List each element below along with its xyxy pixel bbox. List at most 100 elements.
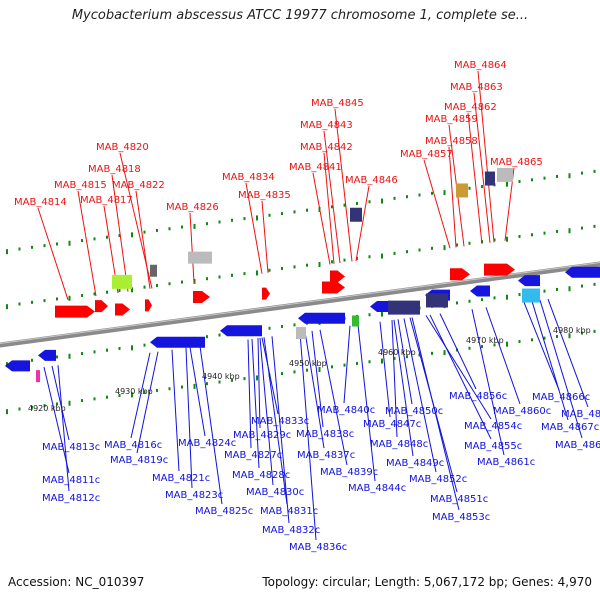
tick-forward-inner: [268, 268, 271, 272]
forward-gene-arrow: [145, 299, 152, 312]
tick-forward-inner: [368, 255, 371, 259]
tick-reverse-inner: [293, 323, 296, 327]
rna-feature: [352, 315, 359, 327]
leader-line-MAB_4839c: [319, 329, 348, 466]
tick-forward-outer: [468, 186, 471, 190]
reverse-gene-arrow: [518, 275, 540, 287]
gene-label-MAB_4828c: MAB_4828c: [232, 470, 290, 481]
leader-line-MAB_4845: [334, 108, 353, 262]
tick-forward-inner: [193, 278, 196, 284]
tick-reverse-outer: [593, 329, 596, 333]
tick-forward-outer: [156, 228, 158, 232]
leader-line-MAB_4812c: [57, 365, 70, 492]
tick-forward-inner: [556, 229, 558, 233]
leader-line-MAB_4867c: [531, 301, 569, 421]
leader-line-MAB_4819c: [136, 351, 159, 454]
forward-gene-arrow: [262, 287, 270, 300]
tick-reverse-inner: [93, 350, 96, 354]
leader-line-MAB_4856c: [439, 313, 477, 390]
tick-forward-outer: [331, 205, 333, 209]
tick-forward-inner: [68, 295, 71, 301]
leader-line-MAB_4825c: [199, 345, 223, 505]
gene-features: [5, 167, 600, 383]
tick-reverse-outer: [343, 363, 346, 367]
gene-label-MAB_4832c: MAB_4832c: [262, 525, 320, 536]
tick-reverse-outer: [68, 400, 71, 406]
forward-gene-arrow: [193, 290, 210, 303]
gene-label-MAB_4836c: MAB_4836c: [289, 542, 347, 553]
gene-label-MAB_4822: MAB_4822: [112, 180, 165, 191]
tick-reverse-inner: [56, 355, 58, 359]
tick-forward-outer: [181, 225, 183, 229]
tick-reverse-inner: [518, 293, 521, 297]
tick-reverse-outer: [193, 383, 196, 389]
tick-reverse-inner: [568, 286, 571, 292]
reverse-gene-arrow: [5, 360, 30, 372]
reverse-gene-arrow: [220, 325, 262, 337]
misc-feature: [296, 327, 306, 340]
gene-label-MAB_4817: MAB_4817: [80, 195, 133, 206]
gene-label-MAB_4848c: MAB_4848c: [370, 439, 428, 450]
gene-label-MAB_4816c: MAB_4816c: [104, 440, 162, 451]
tick-forward-outer: [118, 234, 121, 238]
tick-reverse-inner: [468, 299, 471, 303]
tick-forward-inner: [343, 258, 346, 262]
tick-forward-inner: [156, 283, 158, 287]
leader-line-MAB_4830c: [259, 337, 274, 486]
misc-feature: [485, 171, 495, 186]
leader-line-MAB_4833c: [261, 337, 279, 415]
tick-reverse-inner: [118, 347, 121, 351]
tick-forward-outer: [56, 242, 58, 246]
tick-forward-outer: [581, 171, 583, 175]
gene-label-MAB_4855c: MAB_4855c: [464, 441, 522, 452]
tick-reverse-inner: [381, 311, 383, 317]
tick-forward-inner: [181, 280, 183, 284]
tick-forward-inner: [568, 228, 571, 234]
gene-label-MAB_4850c: MAB_4850c: [385, 406, 443, 417]
leader-line-MAB_4861c: [471, 309, 505, 456]
tick-forward-outer: [43, 244, 46, 248]
gene-label-MAB_4851c: MAB_4851c: [430, 494, 488, 505]
gene-label-MAB_4814: MAB_4814: [14, 197, 67, 208]
tick-forward-inner: [531, 233, 533, 237]
tick-forward-outer: [243, 217, 246, 221]
tick-reverse-outer: [206, 382, 208, 386]
reverse-gene-arrow: [150, 336, 205, 348]
gene-label-MAB_4842: MAB_4842: [300, 142, 353, 153]
forward-gene-arrow: [322, 281, 345, 294]
tick-reverse-outer: [181, 385, 183, 389]
tick-reverse-outer: [418, 353, 421, 357]
leader-line-MAB_4864: [477, 70, 495, 243]
tick-reverse-outer: [31, 405, 33, 409]
tick-reverse-inner: [218, 333, 221, 337]
rna-feature: [36, 370, 40, 383]
pseudo-feature: [150, 264, 157, 277]
reverse-gene-arrow: [298, 312, 345, 324]
leader-line-MAB_4811c: [43, 366, 70, 474]
forward-gene-arrow: [95, 300, 108, 313]
leader-line-MAB_4823c: [185, 347, 193, 489]
forward-gene-arrow: [55, 305, 95, 318]
tick-reverse-outer: [18, 407, 21, 411]
tick-forward-inner: [18, 302, 21, 306]
tick-reverse-outer: [218, 380, 221, 384]
tick-forward-inner: [356, 256, 358, 260]
gene-label-MAB_4815: MAB_4815: [54, 180, 107, 191]
tick-reverse-outer: [106, 395, 108, 399]
tick-forward-outer: [431, 191, 433, 195]
tick-forward-inner: [131, 287, 133, 293]
scale-label: 4960 kbp: [378, 348, 416, 357]
forward-gene-arrow: [330, 270, 345, 283]
tick-forward-outer: [556, 174, 558, 178]
tick-forward-inner: [56, 297, 58, 301]
tick-forward-outer: [268, 213, 271, 217]
leader-line-MAB_4855c: [429, 314, 492, 440]
scale-label: 4920 kbp: [28, 404, 66, 413]
misc-feature: [426, 293, 448, 308]
tick-forward-outer: [356, 201, 358, 205]
gene-label-MAB_4860c: MAB_4860c: [493, 406, 551, 417]
tick-forward-inner: [43, 299, 46, 303]
tick-reverse-inner: [368, 313, 371, 317]
leader-line-MAB_4824c: [189, 347, 206, 437]
tick-reverse-outer: [281, 372, 283, 376]
